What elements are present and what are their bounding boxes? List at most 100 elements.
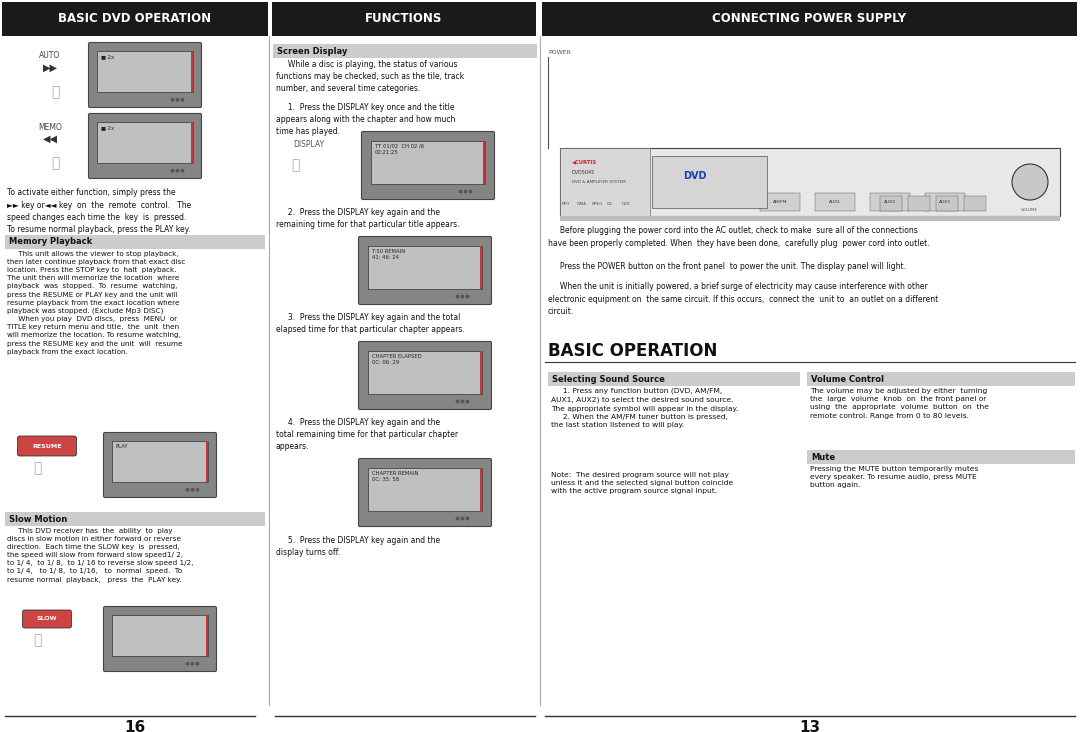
Text: Before plugging the power cord into the AC outlet, check to make  sure all of th: Before plugging the power cord into the … xyxy=(548,226,930,247)
Text: PLAY: PLAY xyxy=(116,444,129,449)
Circle shape xyxy=(456,518,459,520)
Bar xyxy=(652,156,767,208)
Circle shape xyxy=(197,488,199,491)
Text: AUX3: AUX3 xyxy=(940,200,950,204)
Text: VOLUME: VOLUME xyxy=(1022,208,1039,212)
FancyBboxPatch shape xyxy=(362,132,495,200)
Text: POWER: POWER xyxy=(548,50,571,54)
Text: TT 01/02  CH 02 /6
00:21:25: TT 01/02 CH 02 /6 00:21:25 xyxy=(375,143,424,155)
Text: 1. Press any function button (DVD, AM/FM,
AUX1, AUX2) to select the desired soun: 1. Press any function button (DVD, AM/FM… xyxy=(551,388,739,428)
Bar xyxy=(5,235,265,249)
Text: RESUME: RESUME xyxy=(32,444,62,449)
Text: CHAPTER REMAIN
0C: 35: 58: CHAPTER REMAIN 0C: 35: 58 xyxy=(372,471,418,482)
FancyBboxPatch shape xyxy=(104,607,216,671)
Circle shape xyxy=(181,99,184,101)
Text: 16: 16 xyxy=(124,720,146,732)
Circle shape xyxy=(470,190,472,193)
Circle shape xyxy=(191,662,193,665)
Text: CD: CD xyxy=(607,202,612,206)
Bar xyxy=(481,246,482,288)
Circle shape xyxy=(456,295,459,298)
Bar xyxy=(481,351,482,394)
Text: ◀◀: ◀◀ xyxy=(42,134,57,144)
Text: MPEG: MPEG xyxy=(592,202,604,206)
Bar xyxy=(561,148,1059,216)
Circle shape xyxy=(186,662,189,665)
Bar xyxy=(206,616,208,657)
Text: CHAPTER ELAPSED
0C: 06: 29: CHAPTER ELAPSED 0C: 06: 29 xyxy=(372,354,421,365)
Circle shape xyxy=(197,662,199,665)
FancyBboxPatch shape xyxy=(359,458,491,526)
Circle shape xyxy=(181,170,184,172)
Bar xyxy=(880,196,902,211)
FancyBboxPatch shape xyxy=(104,433,216,498)
Text: When the unit is initially powered, a brief surge of electricity may cause inter: When the unit is initially powered, a br… xyxy=(548,282,939,316)
Text: MEMO: MEMO xyxy=(38,122,62,132)
Text: DVD: DVD xyxy=(684,171,706,181)
Bar xyxy=(964,196,986,211)
Bar xyxy=(370,141,485,184)
Circle shape xyxy=(176,99,178,101)
FancyBboxPatch shape xyxy=(359,236,491,305)
Text: While a disc is playing, the status of various
functions may be checked, such as: While a disc is playing, the status of v… xyxy=(276,60,464,93)
Text: 🤚: 🤚 xyxy=(32,633,41,647)
Circle shape xyxy=(186,488,189,491)
Text: AUX2: AUX2 xyxy=(885,200,896,204)
Text: 🤚: 🤚 xyxy=(51,156,59,170)
Text: AM/FM: AM/FM xyxy=(773,200,787,204)
Bar xyxy=(760,193,800,211)
FancyBboxPatch shape xyxy=(359,342,491,409)
Text: AUTO: AUTO xyxy=(39,51,60,61)
Bar xyxy=(561,148,650,216)
Text: DISPLAY: DISPLAY xyxy=(293,140,324,149)
Text: MP3: MP3 xyxy=(562,202,570,206)
Text: DVD5045: DVD5045 xyxy=(572,170,595,174)
Text: Selecting Sound Source: Selecting Sound Source xyxy=(552,375,665,384)
Text: Screen Display: Screen Display xyxy=(276,47,348,56)
Text: T:50 REMAIN
41: 46: 24: T:50 REMAIN 41: 46: 24 xyxy=(372,249,405,260)
Bar xyxy=(670,163,720,201)
Circle shape xyxy=(1012,164,1048,200)
Bar xyxy=(273,44,537,58)
Text: Pressing the MUTE button temporarily mutes
every speaker. To resume audio, press: Pressing the MUTE button temporarily mut… xyxy=(810,466,978,488)
Text: WMA: WMA xyxy=(577,202,586,206)
Text: FUNCTIONS: FUNCTIONS xyxy=(365,12,443,26)
Text: 5.  Press the DISPLAY key again and the
display turns off.: 5. Press the DISPLAY key again and the d… xyxy=(276,536,441,557)
Bar xyxy=(807,450,1075,464)
Text: 3.  Press the DISPLAY key again and the total
elapsed time for that particular c: 3. Press the DISPLAY key again and the t… xyxy=(276,313,464,334)
Bar xyxy=(936,196,958,211)
Text: Volume Control: Volume Control xyxy=(811,375,885,384)
Bar xyxy=(924,193,966,211)
Circle shape xyxy=(172,170,174,172)
Text: 2.  Press the DISPLAY key again and the
remaining time for that particular title: 2. Press the DISPLAY key again and the r… xyxy=(276,208,459,229)
Text: Press the POWER button on the front panel  to power the unit. The display panel : Press the POWER button on the front pane… xyxy=(548,262,906,271)
Text: This DVD receiver has  the  ability  to  play
discs in slow motion in either for: This DVD receiver has the ability to pla… xyxy=(6,528,193,583)
Bar xyxy=(807,372,1075,386)
Text: 🤚: 🤚 xyxy=(51,85,59,99)
Circle shape xyxy=(467,518,469,520)
Text: CONNECTING POWER SUPPLY: CONNECTING POWER SUPPLY xyxy=(712,12,906,26)
Bar xyxy=(815,193,855,211)
Bar xyxy=(561,216,1059,221)
Circle shape xyxy=(191,488,193,491)
Bar xyxy=(111,441,208,482)
Bar xyxy=(96,122,193,163)
Text: ■ 2x: ■ 2x xyxy=(100,125,113,130)
Bar xyxy=(368,351,482,394)
Bar xyxy=(96,51,193,92)
Bar xyxy=(481,468,482,511)
Text: 🤚: 🤚 xyxy=(32,461,41,475)
Text: Memory Playback: Memory Playback xyxy=(9,237,92,247)
Bar xyxy=(368,246,482,288)
Bar xyxy=(870,193,910,211)
Text: ◀CURTIS: ◀CURTIS xyxy=(572,160,597,165)
Text: 13: 13 xyxy=(799,720,821,732)
Text: BASIC DVD OPERATION: BASIC DVD OPERATION xyxy=(58,12,212,26)
Bar xyxy=(548,372,800,386)
FancyBboxPatch shape xyxy=(89,42,202,108)
Text: To activate either function, simply press the
►► key or◄◄ key  on  the  remote  : To activate either function, simply pres… xyxy=(6,188,191,234)
Text: SLOW: SLOW xyxy=(37,616,57,621)
Bar xyxy=(368,468,482,511)
FancyBboxPatch shape xyxy=(23,610,71,628)
Text: Slow Motion: Slow Motion xyxy=(9,515,67,523)
